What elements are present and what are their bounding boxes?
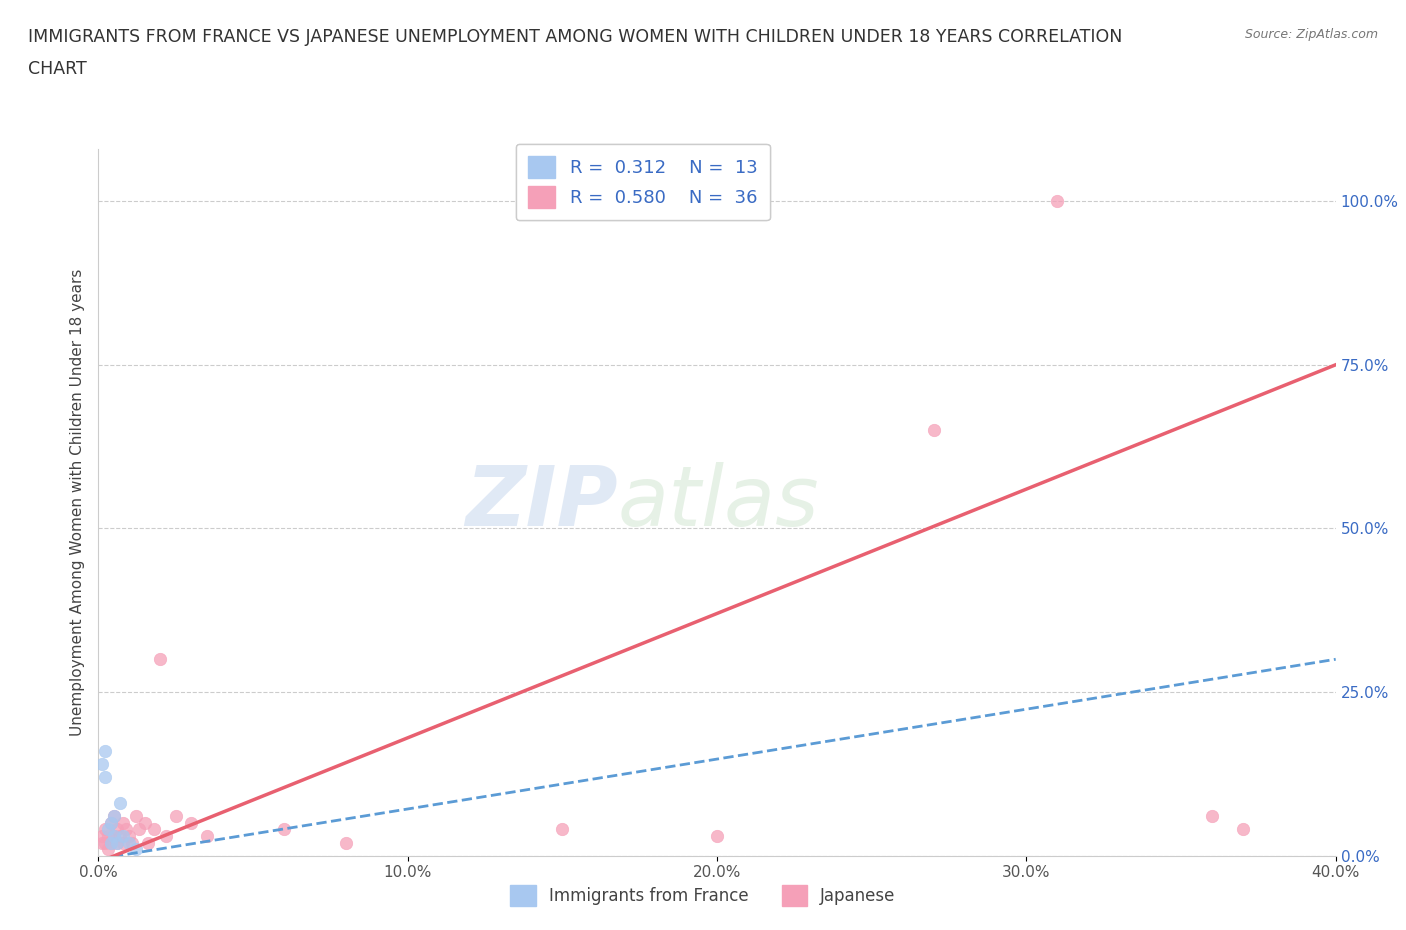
Point	[112, 816, 135, 830]
Text: IMMIGRANTS FROM FRANCE VS JAPANESE UNEMPLOYMENT AMONG WOMEN WITH CHILDREN UNDER : IMMIGRANTS FROM FRANCE VS JAPANESE UNEMP…	[28, 28, 1122, 46]
Point	[551, 822, 574, 837]
Point	[115, 822, 138, 837]
Point	[706, 829, 728, 844]
Point	[1232, 822, 1254, 837]
Text: Source: ZipAtlas.com: Source: ZipAtlas.com	[1244, 28, 1378, 41]
Point	[105, 822, 128, 837]
Point	[143, 822, 166, 837]
Point	[155, 829, 177, 844]
Point	[124, 842, 146, 857]
Point	[136, 835, 159, 850]
Point	[134, 816, 156, 830]
Point	[335, 835, 357, 850]
Point	[97, 822, 120, 837]
Text: ZIP: ZIP	[465, 461, 619, 543]
Point	[93, 743, 115, 758]
Point	[103, 829, 125, 844]
Y-axis label: Unemployment Among Women with Children Under 18 years: Unemployment Among Women with Children U…	[69, 269, 84, 736]
Point	[103, 829, 125, 844]
Text: atlas: atlas	[619, 461, 820, 543]
Point	[180, 816, 202, 830]
Point	[1046, 193, 1069, 208]
Point	[922, 423, 945, 438]
Point	[124, 809, 146, 824]
Point	[90, 835, 112, 850]
Point	[112, 829, 135, 844]
Point	[105, 835, 128, 850]
Point	[97, 842, 120, 857]
Point	[195, 829, 218, 844]
Point	[100, 835, 122, 850]
Point	[128, 822, 150, 837]
Legend: Immigrants from France, Japanese: Immigrants from France, Japanese	[503, 879, 903, 912]
Point	[118, 829, 141, 844]
Point	[149, 652, 172, 667]
Point	[273, 822, 295, 837]
Point	[165, 809, 187, 824]
Point	[93, 822, 115, 837]
Point	[93, 770, 115, 785]
Point	[108, 829, 131, 844]
Point	[90, 829, 112, 844]
Point	[100, 835, 122, 850]
Point	[100, 816, 122, 830]
Point	[108, 796, 131, 811]
Point	[97, 829, 120, 844]
Point	[1201, 809, 1223, 824]
Point	[90, 756, 112, 771]
Text: CHART: CHART	[28, 60, 87, 78]
Point	[121, 835, 143, 850]
Point	[112, 835, 135, 850]
Point	[103, 809, 125, 824]
Point	[100, 816, 122, 830]
Point	[103, 809, 125, 824]
Point	[118, 835, 141, 850]
Point	[105, 835, 128, 850]
Legend: R =  0.312    N =  13, R =  0.580    N =  36: R = 0.312 N = 13, R = 0.580 N = 36	[516, 144, 770, 220]
Point	[93, 835, 115, 850]
